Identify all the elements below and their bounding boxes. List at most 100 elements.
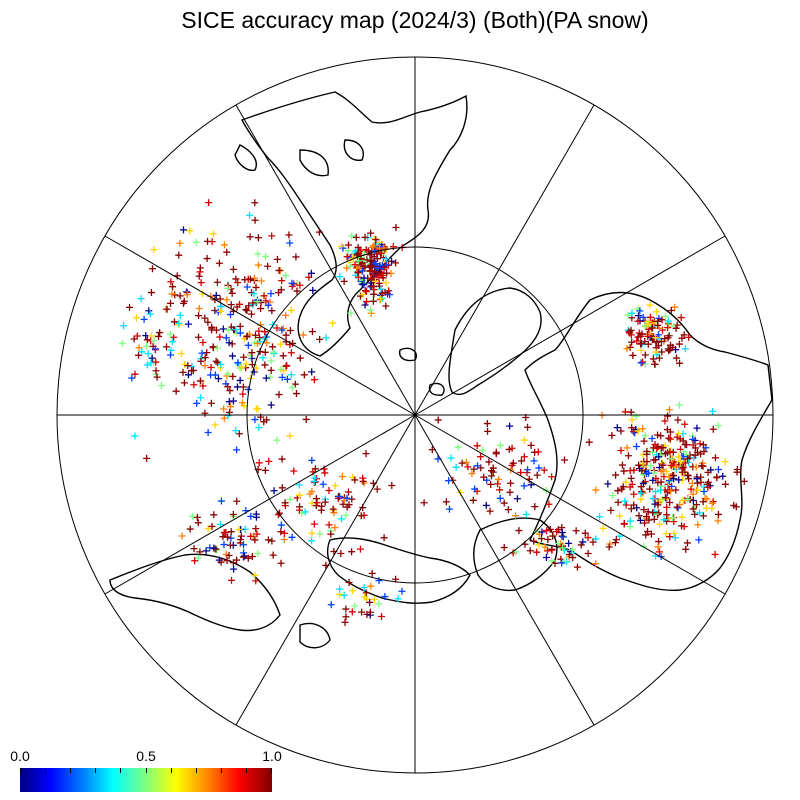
data-point — [233, 303, 241, 311]
data-point — [211, 371, 219, 379]
data-point — [166, 330, 174, 338]
data-point — [616, 512, 624, 520]
data-point — [351, 602, 359, 610]
data-point — [679, 463, 687, 471]
data-point — [370, 286, 378, 294]
data-point — [589, 538, 597, 546]
data-point — [613, 424, 621, 432]
data-point — [681, 345, 689, 353]
data-point — [287, 349, 295, 357]
data-point — [676, 359, 684, 367]
data-point — [251, 199, 259, 207]
data-point — [373, 255, 381, 263]
data-point — [224, 370, 232, 378]
data-point — [282, 331, 290, 339]
data-point — [694, 486, 702, 494]
data-point — [666, 533, 674, 541]
data-point — [367, 229, 375, 237]
data-point — [312, 495, 320, 503]
data-point — [635, 461, 643, 469]
data-point — [623, 444, 631, 452]
data-point — [534, 448, 542, 456]
data-point — [614, 487, 622, 495]
data-point — [349, 587, 357, 595]
data-point — [196, 264, 204, 272]
data-point — [684, 455, 692, 463]
data-point — [647, 530, 655, 538]
data-point — [719, 472, 727, 480]
data-point — [664, 412, 672, 420]
data-point — [179, 299, 187, 307]
data-point — [259, 354, 267, 362]
data-point — [696, 440, 704, 448]
data-point — [343, 264, 351, 272]
data-point — [637, 339, 645, 347]
data-point — [358, 280, 366, 288]
data-point — [202, 547, 210, 555]
data-point — [704, 478, 712, 486]
data-point — [240, 552, 248, 560]
data-point — [269, 343, 277, 351]
data-point — [376, 295, 384, 303]
data-point — [623, 345, 631, 353]
data-point — [254, 261, 262, 269]
data-point — [445, 505, 453, 513]
data-point — [507, 479, 515, 487]
data-point — [515, 527, 523, 535]
data-point — [252, 283, 260, 291]
data-point — [198, 349, 206, 357]
data-point — [248, 310, 256, 318]
data-point — [338, 242, 346, 250]
data-point — [382, 279, 390, 287]
data-point — [194, 519, 202, 527]
data-point — [148, 332, 156, 340]
data-point — [642, 531, 650, 539]
data-point — [226, 403, 234, 411]
data-point — [143, 361, 151, 369]
data-point — [733, 468, 741, 476]
data-point — [308, 328, 316, 336]
data-point — [348, 495, 356, 503]
data-point — [378, 613, 386, 621]
data-point — [253, 530, 261, 538]
data-point — [485, 458, 493, 466]
data-point — [280, 367, 288, 375]
data-point — [295, 481, 303, 489]
data-point — [351, 476, 359, 484]
data-point — [655, 324, 663, 332]
data-point — [662, 530, 670, 538]
data-point — [232, 326, 240, 334]
data-point — [273, 436, 281, 444]
data-point — [711, 454, 719, 462]
data-point — [327, 530, 335, 538]
colorbar-tick — [95, 768, 97, 773]
data-point — [661, 335, 669, 343]
data-point — [489, 464, 497, 472]
data-point — [270, 350, 278, 358]
data-point — [630, 490, 638, 498]
data-point — [689, 496, 697, 504]
data-point — [277, 559, 285, 567]
data-point — [709, 425, 717, 433]
data-point — [251, 571, 259, 579]
data-point — [228, 576, 236, 584]
data-point — [199, 338, 207, 346]
data-point — [377, 249, 385, 257]
data-point — [201, 362, 209, 370]
data-point — [305, 273, 313, 281]
data-point — [604, 480, 612, 488]
colorbar-tick — [20, 768, 21, 773]
data-point — [158, 382, 166, 390]
data-point — [685, 475, 693, 483]
data-point — [236, 376, 244, 384]
data-point — [548, 473, 556, 481]
data-point — [548, 546, 556, 554]
data-point — [655, 453, 663, 461]
data-point — [543, 527, 551, 535]
data-point — [569, 554, 577, 562]
data-point — [691, 444, 699, 452]
data-point — [278, 455, 286, 463]
data-point — [184, 371, 192, 379]
meridian-line — [235, 414, 416, 726]
data-point — [239, 383, 247, 391]
